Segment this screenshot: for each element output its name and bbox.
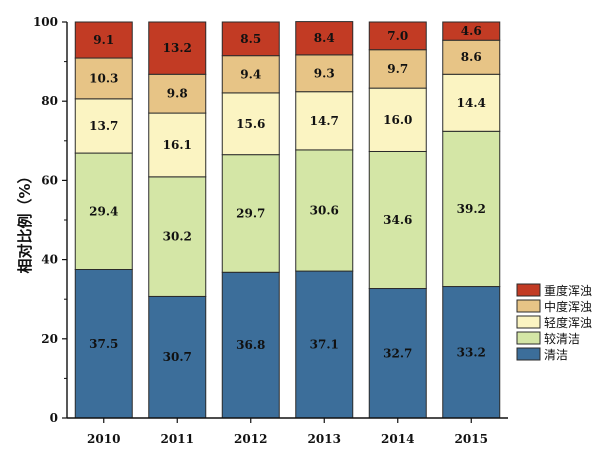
- data-label-2012-3: 9.4: [240, 67, 261, 81]
- data-label-2012-2: 15.6: [236, 117, 265, 131]
- data-label-2014-2: 16.0: [383, 113, 412, 127]
- y-tick-label-0: 0: [50, 411, 58, 425]
- data-label-2012-1: 29.7: [236, 206, 265, 220]
- bar-segment-2013-3: [295, 54, 354, 93]
- data-label-2012-0: 36.8: [236, 338, 265, 352]
- data-label-2013-0: 37.1: [310, 338, 339, 352]
- data-label-2011-4: 13.2: [163, 41, 192, 55]
- bar-segment-2014-0: [368, 288, 427, 419]
- x-tick-label-2013: 2013: [308, 432, 341, 446]
- bar-segment-2015-3: [442, 39, 501, 75]
- legend-label-0: 重度浑浊: [544, 283, 592, 298]
- y-tick-label-40: 40: [41, 253, 58, 267]
- bar-segment-2013-1: [295, 149, 354, 272]
- axes: 2010 2011 2012 2013 2014 2015 0 20 40 60 80 100: [33, 15, 508, 446]
- bar-segment-2014-3: [368, 49, 427, 89]
- legend-swatch-2: [516, 315, 541, 329]
- bar-segment-2015-1: [442, 130, 501, 288]
- bar-segment-2012-2: [221, 92, 280, 156]
- bar-segment-2011-0: [148, 295, 207, 419]
- bar-segment-2011-1: [148, 176, 207, 297]
- bar-segment-2013-0: [295, 270, 354, 419]
- x-tick-label-2010: 2010: [87, 432, 120, 446]
- bar-segment-2011-2: [148, 112, 207, 178]
- plot-area: 37.5 29.4 13.7 10.3 9.1 30.7 30.2 16.1 9.8 13.2 36…: [74, 21, 501, 419]
- data-label-2011-1: 30.2: [163, 230, 192, 244]
- data-label-2010-4: 9.1: [93, 33, 114, 47]
- bar-segment-2010-0: [74, 269, 133, 419]
- legend-label-2: 轻度浑浊: [544, 315, 592, 330]
- data-label-2015-4: 4.6: [461, 24, 482, 38]
- data-label-2011-2: 16.1: [163, 138, 192, 152]
- legend-label-1: 中度浑浊: [544, 299, 592, 314]
- y-axis-label: 相对比例（%）: [16, 168, 34, 273]
- data-label-2013-3: 9.3: [314, 66, 335, 80]
- data-label-2013-4: 8.4: [314, 31, 335, 45]
- data-label-2011-0: 30.7: [163, 350, 192, 364]
- bar-segment-2015-4: [442, 21, 501, 41]
- bar-segment-2012-1: [221, 154, 280, 273]
- data-label-2014-0: 32.7: [383, 346, 412, 360]
- data-label-2010-2: 13.7: [89, 119, 118, 133]
- x-tick-label-2012: 2012: [234, 432, 267, 446]
- bar-segment-2012-4: [221, 21, 280, 57]
- bar-segment-2015-0: [442, 286, 501, 419]
- y-tick-label-60: 60: [41, 173, 58, 187]
- bar-segment-2010-4: [74, 21, 133, 59]
- data-label-2014-3: 9.7: [387, 62, 408, 76]
- bar-segment-2010-3: [74, 57, 133, 100]
- bar-segment-2013-4: [295, 21, 354, 56]
- legend-label-3: 较清洁: [544, 331, 580, 346]
- bar-segment-2014-4: [368, 21, 427, 51]
- data-label-2010-1: 29.4: [89, 204, 118, 218]
- bar-segment-2011-4: [148, 21, 207, 75]
- data-label-2015-2: 14.4: [457, 96, 486, 110]
- bar-segment-2010-1: [74, 152, 133, 271]
- data-label-2015-0: 33.2: [457, 345, 486, 359]
- data-label-2010-0: 37.5: [89, 337, 118, 351]
- bar-segment-2011-3: [148, 73, 207, 114]
- x-tick-label-2011: 2011: [161, 432, 194, 446]
- bar-segment-2012-0: [221, 271, 280, 419]
- y-tick-label-100: 100: [33, 15, 58, 29]
- x-tick-label-2014: 2014: [381, 432, 414, 446]
- data-label-2012-4: 8.5: [240, 32, 261, 46]
- legend-swatch-3: [516, 331, 541, 345]
- data-label-2014-4: 7.0: [387, 29, 408, 43]
- x-tick-label-2015: 2015: [455, 432, 488, 446]
- data-label-2013-2: 14.7: [310, 114, 339, 128]
- bar-segment-2013-2: [295, 91, 354, 151]
- data-label-2014-1: 34.6: [383, 213, 412, 227]
- legend-label-4: 清洁: [544, 348, 568, 362]
- bar-segment-2014-2: [368, 87, 427, 152]
- data-label-2015-3: 8.6: [461, 50, 482, 64]
- data-label-2011-3: 9.8: [167, 87, 188, 101]
- data-label-2015-1: 39.2: [457, 202, 486, 216]
- legend-swatch-4: [516, 347, 541, 361]
- legend-swatch-0: [516, 283, 541, 297]
- data-label-2010-3: 10.3: [89, 71, 118, 85]
- y-tick-label-20: 20: [41, 332, 58, 346]
- bar-segment-2015-2: [442, 73, 501, 132]
- legend-swatch-1: [516, 299, 541, 313]
- y-tick-label-80: 80: [41, 94, 58, 108]
- data-label-2013-1: 30.6: [310, 203, 339, 217]
